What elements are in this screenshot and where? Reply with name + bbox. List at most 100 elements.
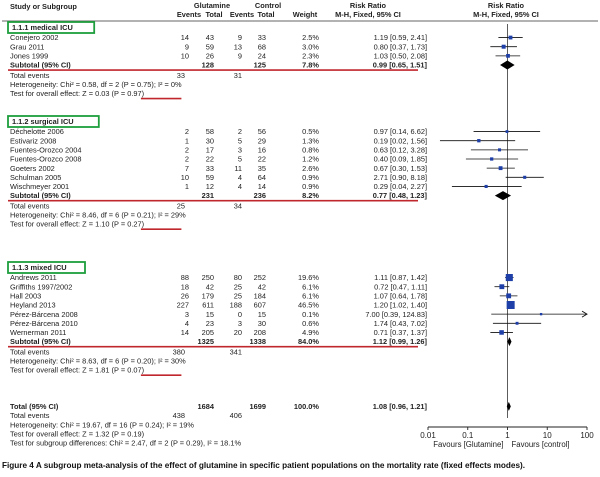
weight-value: 0.9% xyxy=(302,182,319,191)
total-events-label: Total events xyxy=(10,201,50,210)
subgroup-title-box xyxy=(7,115,100,128)
weight-box xyxy=(506,301,515,309)
total-control: 33 xyxy=(258,33,266,42)
ci-text: 1.20 [1.02, 1.40] xyxy=(374,301,427,310)
total-glutamine: 22 xyxy=(206,155,214,164)
subtotal-diamond xyxy=(494,191,512,201)
ci-text: 1.11 [0.87, 1.42] xyxy=(374,273,427,282)
subtotal-total-control: 125 xyxy=(254,61,266,70)
weight-value: 1.3% xyxy=(302,136,319,145)
ci-text: 1.19 [0.59, 2.41] xyxy=(374,33,427,42)
total-control: 607 xyxy=(254,301,266,310)
overall-total-control: 1699 xyxy=(250,402,266,411)
weight-value: 0.1% xyxy=(302,310,319,319)
study-name: Fuentes-Orozco 2008 xyxy=(10,155,81,164)
heterogeneity-text: Heterogeneity: Chi² = 0.58, df = 2 (P = … xyxy=(10,80,182,89)
total-events-glutamine: 380 xyxy=(173,347,185,356)
events-control: 9 xyxy=(238,51,242,60)
total-glutamine: 42 xyxy=(206,282,214,291)
subtotal-ci-text: 0.77 [0.48, 1.23] xyxy=(373,191,428,200)
subgroup-difference-test: Test for subgroup differences: Chi² = 2.… xyxy=(10,439,241,448)
subtotal-total-glutamine: 128 xyxy=(202,61,214,70)
weight-value: 2.5% xyxy=(302,33,319,42)
subtotal-ci-text: 0.99 [0.65, 1.51] xyxy=(373,61,428,70)
weight-box xyxy=(506,293,512,299)
study-name: Griffiths 1997/2002 xyxy=(10,282,72,291)
weight-box xyxy=(506,53,510,58)
weight-box xyxy=(490,157,494,161)
total-control: 208 xyxy=(254,328,266,337)
study-name: Pérez-Bárcena 2010 xyxy=(10,319,78,328)
favours-control-label: Favours [control] xyxy=(512,440,570,449)
ci-text: 0.63 [0.12, 3.28] xyxy=(374,145,427,154)
overall-heterogeneity: Heterogeneity: Chi² = 19.67, df = 16 (P … xyxy=(10,420,194,429)
total-events-label: Total events xyxy=(10,71,50,80)
weight-value: 0.5% xyxy=(302,127,319,136)
overall-events-glutamine: 438 xyxy=(173,411,185,420)
events-glutamine: 3 xyxy=(185,310,189,319)
events-glutamine: 4 xyxy=(185,319,189,328)
weight-value: 0.6% xyxy=(302,319,319,328)
subtotal-diamond xyxy=(507,337,512,347)
weight-value: 2.6% xyxy=(302,164,319,173)
study-name: Conejero 2002 xyxy=(10,33,59,42)
events-control: 2 xyxy=(238,127,242,136)
weight-value: 6.1% xyxy=(302,282,319,291)
subtotal-weight: 8.2% xyxy=(302,191,319,200)
subgroup-title: 1.1.3 mixed ICU xyxy=(12,263,67,272)
total-glutamine: 58 xyxy=(206,127,214,136)
total-control: 35 xyxy=(258,164,266,173)
total-control: 15 xyxy=(258,310,266,319)
header-events-control: Events xyxy=(230,10,254,19)
events-control: 3 xyxy=(238,319,242,328)
overall-label: Total (95% CI) xyxy=(10,402,59,411)
subtotal-weight: 84.0% xyxy=(298,337,319,346)
weight-box xyxy=(498,166,503,171)
weight-box xyxy=(499,284,505,290)
weight-value: 6.1% xyxy=(302,291,319,300)
weight-box xyxy=(498,148,502,152)
subtotal-ci-text: 1.12 [0.99, 1.26] xyxy=(373,337,428,346)
favours-glutamine-label: Favours [Glutamine] xyxy=(433,440,503,449)
subtotal-total-glutamine: 1325 xyxy=(198,337,214,346)
subgroup-title: 1.1.1 medical ICU xyxy=(12,23,73,32)
total-control: 29 xyxy=(258,136,266,145)
study-name: Wernerman 2011 xyxy=(10,328,66,337)
weight-value: 46.5% xyxy=(298,301,319,310)
x-tick-label: 0.01 xyxy=(420,431,436,440)
weight-value: 0.8% xyxy=(302,145,319,154)
total-glutamine: 15 xyxy=(206,310,214,319)
total-control: 42 xyxy=(258,282,266,291)
weight-box xyxy=(505,274,513,282)
weight-box xyxy=(508,35,513,40)
events-control: 5 xyxy=(238,136,242,145)
events-glutamine: 2 xyxy=(185,145,189,154)
events-control: 0 xyxy=(238,310,242,319)
events-control: 5 xyxy=(238,155,242,164)
total-control: 16 xyxy=(258,145,266,154)
header-weight: Weight xyxy=(293,10,318,19)
events-control: 4 xyxy=(238,173,242,182)
weight-value: 3.0% xyxy=(302,42,319,51)
subtotal-total-glutamine: 231 xyxy=(202,191,214,200)
header-events-glutamine: Events xyxy=(177,10,201,19)
ci-text: 0.72 [0.47, 1.11] xyxy=(374,282,427,291)
overall-effect: Test for overall effect: Z = 1.32 (P = 0… xyxy=(10,429,144,438)
events-control: 13 xyxy=(234,42,242,51)
total-glutamine: 23 xyxy=(206,319,214,328)
events-control: 3 xyxy=(238,145,242,154)
figure-caption: Figure 4 A subgroup meta-analysis of the… xyxy=(2,461,526,470)
weight-box xyxy=(484,184,488,188)
total-glutamine: 33 xyxy=(206,164,214,173)
weight-box xyxy=(515,321,519,325)
events-glutamine: 2 xyxy=(185,127,189,136)
ci-text: 7.00 [0.39, 124.83] xyxy=(365,310,427,319)
total-glutamine: 43 xyxy=(206,33,214,42)
header-control-label: Control xyxy=(255,1,281,10)
study-name: Hall 2003 xyxy=(10,291,41,300)
total-glutamine: 59 xyxy=(206,42,214,51)
total-glutamine: 12 xyxy=(206,182,214,191)
overall-events-control: 406 xyxy=(230,411,242,420)
header-glutamine-label: Glutamine xyxy=(194,1,230,10)
